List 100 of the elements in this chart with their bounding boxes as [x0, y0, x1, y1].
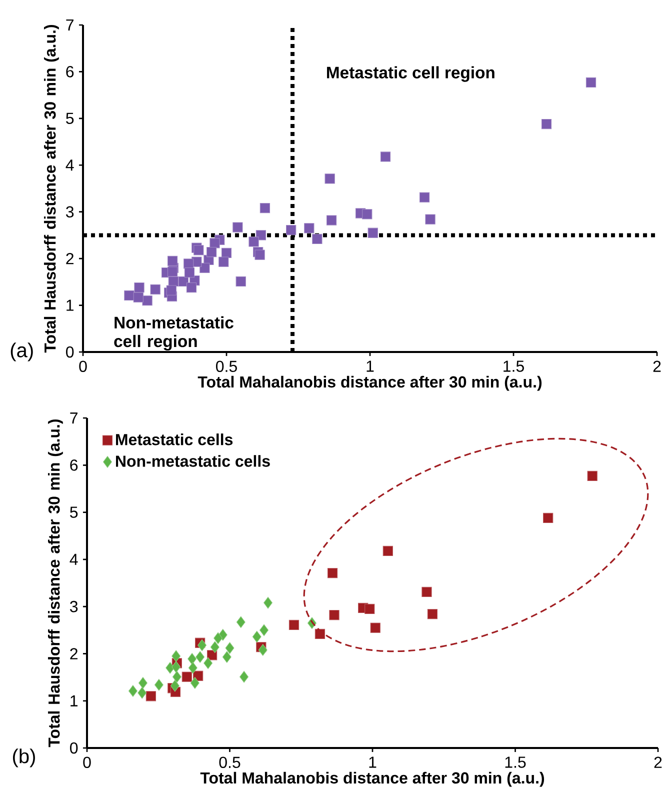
y-tick-label: 7: [70, 412, 78, 424]
point: [232, 222, 243, 232]
point: [543, 512, 554, 524]
point: [362, 209, 372, 220]
point: [288, 620, 300, 630]
x-tick-label: 1.5: [505, 756, 526, 768]
y-tick-label: 7: [66, 19, 74, 30]
text: (b): [13, 748, 35, 768]
point: [254, 250, 265, 260]
point: [142, 296, 152, 306]
y-tick-label: 3: [70, 600, 78, 612]
y-tick-label: 4: [66, 160, 74, 171]
point: [214, 632, 223, 644]
point: [172, 661, 181, 673]
legend-label: Metastatic cells: [116, 434, 233, 446]
point: [380, 152, 391, 162]
y-tick-label: 1: [70, 695, 78, 706]
point: [194, 245, 204, 256]
point: [210, 641, 220, 653]
point: [425, 214, 436, 224]
point: [146, 691, 156, 702]
point: [210, 238, 220, 248]
point: [190, 677, 200, 689]
point: [172, 650, 181, 662]
point: [206, 246, 217, 258]
point: [170, 680, 180, 692]
point: [198, 639, 207, 652]
point: [154, 678, 164, 691]
point: [260, 624, 268, 636]
annotation: Non-metastatic cell region: [114, 316, 234, 351]
point: [236, 276, 246, 287]
x-tick-label: 1.5: [504, 360, 524, 372]
point: [324, 174, 335, 184]
point: [218, 256, 229, 267]
point: [258, 644, 268, 656]
point: [419, 192, 430, 202]
point: [200, 262, 210, 273]
x-axis-title: Total Mahalanobis distance after 30 min (a.u.): [200, 772, 544, 787]
point: [368, 228, 378, 238]
x-tick-label: 0.5: [216, 360, 237, 372]
x-axis-title: Total Mahalanobis distance after 30 min (a.u.): [198, 376, 542, 391]
point: [364, 604, 375, 614]
point: [286, 224, 296, 236]
point: [134, 282, 144, 293]
point: [138, 686, 147, 699]
y-tick-label: 0: [70, 742, 78, 754]
point: [182, 672, 192, 682]
point: [167, 256, 178, 266]
point: [326, 215, 337, 226]
x-tick-label: 0: [83, 756, 91, 768]
point: [188, 653, 197, 665]
point: [150, 284, 160, 294]
point: [370, 622, 380, 633]
annotation: Metastatic cell region: [327, 66, 494, 82]
point: [128, 685, 138, 697]
y-tick-label: 1: [66, 300, 74, 311]
point: [188, 662, 198, 674]
y-tick-label: 5: [66, 112, 74, 124]
point: [427, 609, 438, 620]
point: [186, 282, 197, 293]
x-tick-label: 1: [369, 756, 376, 768]
point: [422, 586, 432, 598]
point: [167, 266, 178, 277]
y-tick-label: 2: [66, 252, 74, 264]
y-tick-label: 4: [70, 554, 78, 565]
point: [236, 616, 246, 628]
point: [204, 657, 213, 670]
y-tick-label: 5: [70, 506, 78, 518]
y-tick-label: 3: [66, 206, 74, 218]
point: [382, 546, 393, 556]
point: [166, 285, 176, 296]
point: [248, 236, 259, 247]
point: [312, 234, 322, 244]
y-tick-label: 0: [66, 346, 74, 358]
point: [329, 610, 340, 620]
point: [304, 223, 314, 234]
point: [260, 203, 270, 214]
x-tick-label: 0.5: [219, 756, 240, 768]
point: [133, 292, 144, 302]
text: (a): [10, 342, 33, 362]
point: [541, 118, 552, 130]
point: [196, 651, 205, 663]
point: [225, 642, 234, 654]
x-tick-label: 2: [653, 360, 661, 372]
y-tick-label: 6: [70, 459, 78, 471]
point: [138, 677, 148, 689]
y-tick-label: 2: [70, 648, 78, 660]
y-axis-title: Total Hausdorff distance after 30 min (a.u.): [44, 24, 59, 353]
x-tick-label: 0: [79, 360, 87, 372]
point: [222, 651, 232, 663]
point: [172, 670, 182, 683]
y-axis-title: Total Hausdorff distance after 30 min (a.u.): [48, 419, 63, 748]
point: [587, 470, 598, 482]
point: [240, 670, 248, 683]
legend-label: Non-metastatic cells: [116, 455, 270, 467]
x-tick-label: 2: [654, 756, 662, 768]
point: [264, 596, 272, 609]
point: [124, 290, 134, 301]
x-tick-label: 1: [366, 360, 374, 372]
point: [327, 568, 338, 578]
